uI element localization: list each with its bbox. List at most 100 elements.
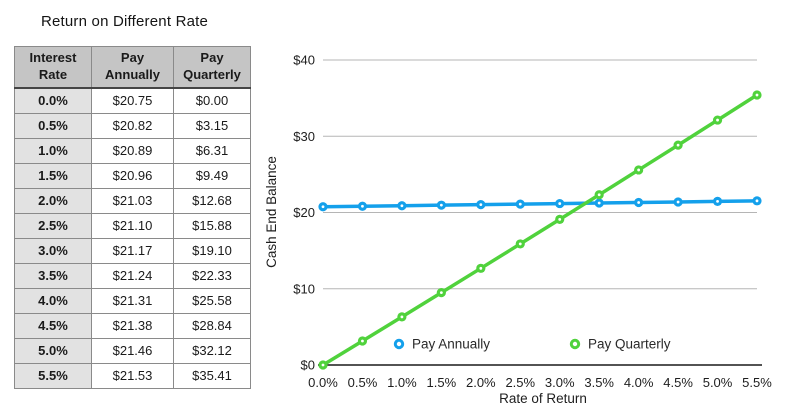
column-header: Pay Quarterly [173,46,251,89]
data-point-center-dot [637,201,641,204]
data-point-center-dot [597,193,601,197]
legend-label: Pay Quarterly [588,337,671,352]
data-point-center-dot [558,217,562,221]
data-point-center-dot [321,363,325,367]
row-header-cell: 3.0% [14,237,92,264]
value-cell: $28.84 [173,312,251,339]
data-point-center-dot [321,205,325,209]
y-tick-label: $0 [301,358,315,373]
value-cell: $15.88 [173,212,251,239]
x-tick-label: 0.5% [348,375,378,390]
data-point-center-dot [716,199,719,203]
line-chart: $0 $10 $20 $30 $40 0.0% 0.5% 1.0% 1.5% 2.0% 2.5% 3.… [265,53,772,407]
x-tick-label: 4.0% [624,375,654,390]
data-point-center-dot [361,339,364,343]
table-row: 4.5% $21.38 $28.84 [14,312,251,339]
value-cell: $21.17 [91,237,174,264]
data-point-center-dot [676,200,680,204]
value-cell: $20.96 [91,162,174,189]
value-cell: $20.82 [91,112,174,139]
table-row: 0.0% $20.75 $0.00 [14,87,251,114]
row-header-cell: 1.5% [14,162,92,189]
x-tick-label: 2.5% [505,375,535,390]
legend-marker [393,338,405,350]
value-cell: $32.12 [173,337,251,364]
data-point-center-dot [755,199,759,203]
value-cell: $21.31 [91,287,174,314]
data-point-center-dot [716,118,719,122]
x-axis-title: Rate of Return [499,391,587,406]
table-title: Return on Different Rate [40,13,209,30]
rates-table-head: Interest Rate Pay Annually Pay Quarterly [14,46,251,89]
data-point-center-dot [479,203,483,207]
table-row: 5.0% $21.46 $32.12 [14,337,251,364]
data-point-center-dot [597,201,601,205]
row-header-cell: 5.5% [14,362,92,389]
value-cell: $9.49 [173,162,251,189]
header-row: Interest Rate Pay Annually Pay Quarterly [14,46,251,89]
table-row: 1.0% $20.89 $6.31 [14,137,251,164]
data-point-center-dot [400,315,404,319]
value-cell: $0.00 [173,87,251,114]
data-point-center-dot [479,266,483,270]
row-header-cell: 0.0% [14,87,92,114]
row-header-cell: 1.0% [14,137,92,164]
value-cell: $21.03 [91,187,174,214]
value-cell: $21.46 [91,337,174,364]
x-tick-label: 3.0% [545,375,575,390]
value-cell: $21.38 [91,312,174,339]
data-point-center-dot [361,204,364,208]
y-axis-title: Cash End Balance [265,156,279,268]
table-row: 2.0% $21.03 $12.68 [14,187,251,214]
x-tick-label: 4.5% [663,375,693,390]
rates-table: Interest Rate Pay Annually Pay Quarterly 0… [14,46,251,389]
data-point-center-dot [439,203,443,207]
rates-table-body: 0.0% $20.75 $0.00 0.5% $20.82 $3.15 1.0% $20.89… [14,87,251,389]
x-tick-label: 5.0% [703,375,733,390]
value-cell: $20.89 [91,137,174,164]
value-cell: $21.53 [91,362,174,389]
data-point-center-dot [518,242,522,246]
x-tick-label: 3.5% [584,375,614,390]
value-cell: $21.24 [91,262,174,289]
value-cell: $22.33 [173,262,251,289]
x-tick-label: 0.0% [308,375,338,390]
value-cell: $21.10 [91,212,174,239]
value-cell: $6.31 [173,137,251,164]
data-point-center-dot [755,93,759,97]
row-header-cell: 5.0% [14,337,92,364]
y-tick-label: $40 [293,53,315,68]
row-header-cell: 2.0% [14,187,92,214]
x-tick-label: 1.0% [387,375,417,390]
data-point-center-dot [558,202,562,205]
column-header: Interest Rate [14,46,92,89]
data-point-center-dot [637,168,641,172]
value-cell: $19.10 [173,237,251,264]
legend-marker [569,338,581,350]
data-point-center-dot [400,204,404,208]
y-tick-label: $20 [293,205,315,220]
value-cell: $20.75 [91,87,174,114]
table-row: 3.0% $21.17 $19.10 [14,237,251,264]
y-tick-label: $10 [293,281,315,296]
data-point-center-dot [439,291,443,295]
x-tick-label: 1.5% [427,375,457,390]
series-line [322,199,758,209]
row-header-cell: 3.5% [14,262,92,289]
row-header-cell: 2.5% [14,212,92,239]
data-point-center-dot [676,143,680,147]
value-cell: $3.15 [173,112,251,139]
legend-label: Pay Annually [412,337,490,352]
column-header: Pay Annually [91,46,174,89]
x-tick-label: 5.5% [742,375,772,390]
table-row: 3.5% $21.24 $22.33 [14,262,251,289]
data-point-center-dot [518,202,522,206]
row-header-cell: 4.0% [14,287,92,314]
x-tick-label: 2.0% [466,375,496,390]
table-row: 1.5% $20.96 $9.49 [14,162,251,189]
value-cell: $35.41 [173,362,251,389]
y-tick-label: $30 [293,129,315,144]
table-row: 0.5% $20.82 $3.15 [14,112,251,139]
table-row: 2.5% $21.10 $15.88 [14,212,251,239]
